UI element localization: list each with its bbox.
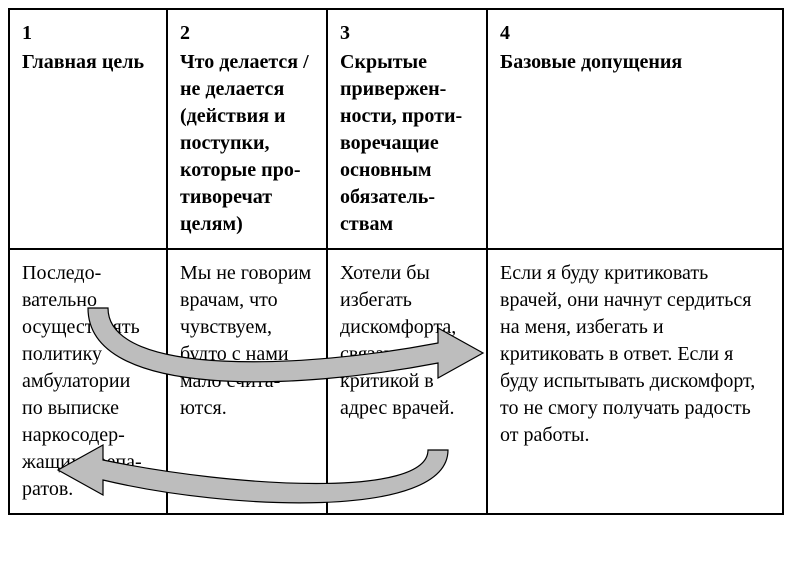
four-column-table: 1 Главная цель 2 Что делается / не делае…: [8, 8, 784, 515]
col-number: 2: [180, 20, 314, 47]
col-title: Базовые допущения: [500, 51, 682, 73]
header-cell-2: 2 Что делается / не делается (действия и…: [167, 9, 327, 249]
body-cell-3: Хотели бы избегать дискомфорта, связанно…: [327, 249, 487, 514]
header-row: 1 Главная цель 2 Что делается / не делае…: [9, 9, 783, 249]
col-title: Скрытые привержен­ности, проти­воречащие…: [340, 51, 462, 235]
col-number: 3: [340, 20, 474, 47]
body-row: Последо­вательно осуществлять политику а…: [9, 249, 783, 514]
header-cell-3: 3 Скрытые привержен­ности, проти­воречащ…: [327, 9, 487, 249]
col-number: 4: [500, 20, 770, 47]
col-title: Главная цель: [22, 51, 144, 73]
header-cell-4: 4 Базовые допущения: [487, 9, 783, 249]
col-number: 1: [22, 20, 154, 47]
body-cell-4: Если я буду крити­ковать врачей, они нач…: [487, 249, 783, 514]
body-cell-2: Мы не гово­рим врачам, что чувствуем, бу…: [167, 249, 327, 514]
body-cell-1: Последо­вательно осуществлять политику а…: [9, 249, 167, 514]
col-title: Что делается / не делается (действия и п…: [180, 51, 309, 235]
header-cell-1: 1 Главная цель: [9, 9, 167, 249]
immunity-map-table: 1 Главная цель 2 Что делается / не делае…: [8, 8, 782, 515]
